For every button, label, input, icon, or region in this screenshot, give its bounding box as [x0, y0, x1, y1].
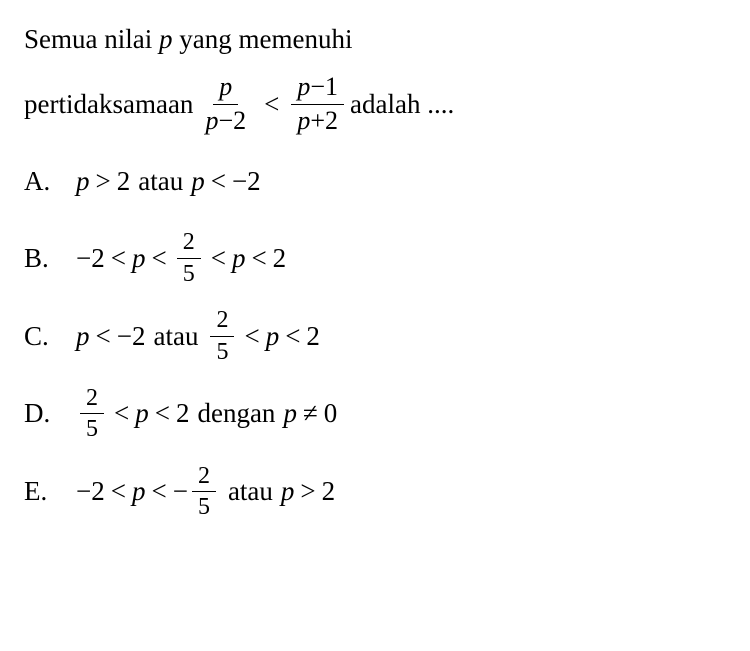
- option-letter: C.: [24, 321, 76, 352]
- negative-sign: −: [173, 476, 188, 507]
- number: 2: [306, 321, 320, 352]
- number: 2: [273, 243, 287, 274]
- number: 2: [325, 106, 338, 135]
- option-e: E. −2 < p < − 2 5 atau p > 2: [24, 463, 726, 521]
- option-content: 2 5 < p < 2 dengan p ≠ 0: [76, 385, 337, 443]
- option-c: C. p < −2 atau 2 5 < p < 2: [24, 307, 726, 365]
- fraction: 2 5: [210, 307, 234, 365]
- number: 2: [322, 476, 336, 507]
- option-content: −2 < p < 2 5 < p < 2: [76, 229, 286, 287]
- var-p: p: [297, 106, 310, 135]
- less-than-op: <: [114, 398, 129, 429]
- less-than-op: <: [111, 476, 126, 507]
- number: −2: [232, 166, 261, 197]
- denominator: 5: [210, 337, 234, 365]
- denominator: 5: [80, 414, 104, 442]
- numerator: 2: [210, 307, 234, 336]
- question-line-1: Semua nilai p yang memenuhi: [24, 18, 726, 61]
- option-letter: E.: [24, 476, 76, 507]
- text-part: Semua nilai: [24, 24, 159, 54]
- number: 2: [117, 166, 131, 197]
- var-p: p: [281, 476, 295, 507]
- var-p: p: [205, 106, 218, 135]
- fraction-rhs: p−1 p+2: [291, 73, 344, 135]
- less-than-op: <: [96, 321, 111, 352]
- problem-statement: Semua nilai p yang memenuhi pertidaksama…: [24, 18, 726, 135]
- var-p: p: [191, 166, 205, 197]
- question-line-2: pertidaksamaan p p−2 < p−1 p+2 adalah ..…: [24, 73, 726, 135]
- var-p: p: [135, 398, 149, 429]
- less-than-op: <: [155, 398, 170, 429]
- fraction: 2 5: [80, 385, 104, 443]
- var-p: p: [266, 321, 280, 352]
- less-than-op: <: [285, 321, 300, 352]
- word-atau: atau: [153, 321, 198, 352]
- plus-op: +: [310, 106, 325, 135]
- option-content: p > 2 atau p < −2: [76, 166, 261, 197]
- denominator: p+2: [291, 105, 344, 136]
- not-equal-op: ≠: [303, 398, 318, 429]
- number: 0: [324, 398, 338, 429]
- denominator: 5: [177, 259, 201, 287]
- fraction-lhs: p p−2: [199, 73, 252, 135]
- option-content: p < −2 atau 2 5 < p < 2: [76, 307, 320, 365]
- fraction: 2 5: [192, 463, 216, 521]
- denominator: 5: [192, 492, 216, 520]
- option-d: D. 2 5 < p < 2 dengan p ≠ 0: [24, 385, 726, 443]
- less-than-op: <: [111, 243, 126, 274]
- number: −2: [76, 243, 105, 274]
- numerator: p: [213, 73, 238, 105]
- number: 2: [233, 106, 246, 135]
- numerator: p−1: [291, 73, 344, 105]
- fraction: 2 5: [177, 229, 201, 287]
- numerator: 2: [80, 385, 104, 414]
- number: 2: [176, 398, 190, 429]
- var-p: p: [76, 166, 90, 197]
- text-part: yang memenuhi: [172, 24, 352, 54]
- option-letter: B.: [24, 243, 76, 274]
- var-p: p: [283, 398, 297, 429]
- numerator: 2: [192, 463, 216, 492]
- greater-than-op: >: [300, 476, 315, 507]
- less-than-op: <: [244, 321, 259, 352]
- var-p: p: [132, 243, 146, 274]
- minus-op: −: [310, 72, 325, 101]
- less-than-op: <: [251, 243, 266, 274]
- var-p: p: [219, 72, 232, 101]
- denominator: p−2: [199, 105, 252, 136]
- less-than-op: <: [264, 83, 279, 126]
- option-b: B. −2 < p < 2 5 < p < 2: [24, 229, 726, 287]
- number: −2: [117, 321, 146, 352]
- option-letter: D.: [24, 398, 76, 429]
- word-dengan: dengan: [197, 398, 275, 429]
- minus-op: −: [218, 106, 233, 135]
- word-atau: atau: [138, 166, 183, 197]
- option-a: A. p > 2 atau p < −2: [24, 153, 726, 209]
- text-part: adalah ....: [350, 83, 454, 126]
- numerator: 2: [177, 229, 201, 258]
- text-part: pertidaksamaan: [24, 83, 193, 126]
- number: −2: [76, 476, 105, 507]
- var-p: p: [132, 476, 146, 507]
- less-than-op: <: [151, 243, 166, 274]
- var-p: p: [76, 321, 90, 352]
- var-p: p: [297, 72, 310, 101]
- number: 1: [325, 72, 338, 101]
- greater-than-op: >: [96, 166, 111, 197]
- variable-p: p: [159, 24, 173, 54]
- var-p: p: [232, 243, 246, 274]
- less-than-op: <: [211, 243, 226, 274]
- option-content: −2 < p < − 2 5 atau p > 2: [76, 463, 335, 521]
- less-than-op: <: [211, 166, 226, 197]
- word-atau: atau: [228, 476, 273, 507]
- less-than-op: <: [151, 476, 166, 507]
- options-list: A. p > 2 atau p < −2 B. −2 < p < 2 5 < p…: [24, 153, 726, 520]
- option-letter: A.: [24, 166, 76, 197]
